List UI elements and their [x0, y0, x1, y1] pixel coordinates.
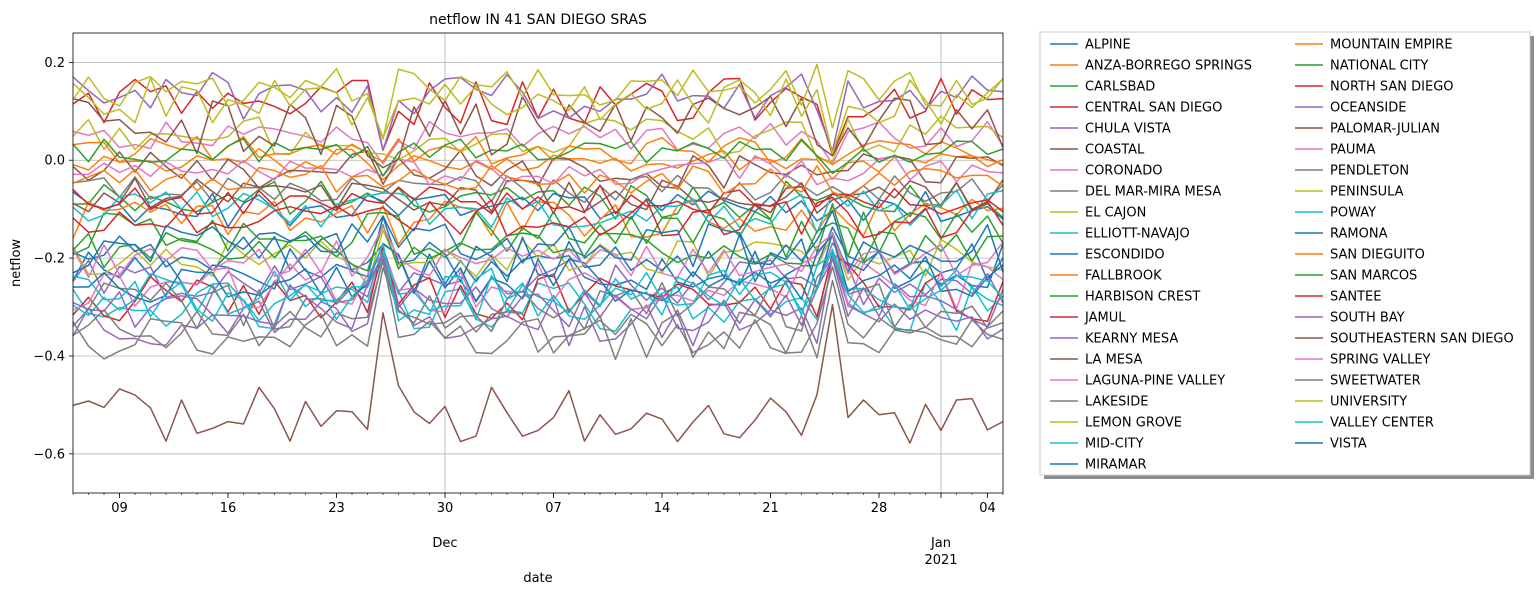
legend-label: ANZA-BORREGO SPRINGS [1085, 59, 1252, 74]
legend-label: SAN DIEGUITO [1330, 248, 1425, 263]
legend-label: ESCONDIDO [1085, 248, 1165, 263]
legend-label: COASTAL [1085, 143, 1145, 158]
series-line [72, 232, 1004, 313]
legend-label: FALLBROOK [1085, 269, 1162, 284]
legend-label: JAMUL [1084, 311, 1126, 326]
x-tick-sublabel: 2021 [924, 553, 957, 568]
series-line [72, 190, 1004, 228]
legend-label: CHULA VISTA [1085, 122, 1171, 137]
series-lines [72, 63, 1004, 444]
y-tick-label: −0.4 [33, 349, 65, 364]
x-tick-label: 04 [979, 501, 996, 516]
series-line [72, 242, 1004, 308]
legend-frame [1039, 31, 1531, 476]
x-tick-label: 23 [328, 501, 345, 516]
legend-label: SOUTH BAY [1330, 311, 1405, 326]
legend-label: RAMONA [1330, 227, 1388, 242]
legend-label: ELLIOTT-NAVAJO [1085, 227, 1190, 242]
series-line [72, 177, 1004, 215]
series-line [73, 155, 1004, 186]
x-tick-label: 14 [654, 501, 671, 516]
series-line [72, 196, 1004, 239]
legend-label: NORTH SAN DIEGO [1330, 80, 1454, 95]
series-line [72, 149, 1004, 189]
x-tick-label: Jan [930, 536, 951, 551]
series-line [72, 303, 1004, 444]
legend-label: LAGUNA-PINE VALLEY [1085, 374, 1225, 389]
y-tick-label: −0.2 [33, 252, 65, 267]
series-line [72, 137, 1004, 177]
series-line [72, 222, 1004, 272]
series-line [72, 245, 1004, 322]
legend-label: VALLEY CENTER [1330, 416, 1434, 431]
chart-title: netflow IN 41 SAN DIEGO SRAS [429, 12, 647, 28]
legend-items: ALPINE ANZA-BORREGO SPRINGS CARLSBAD CENTRA… [1050, 38, 1514, 473]
x-tick-label: 07 [545, 501, 562, 516]
legend-label: UNIVERSITY [1330, 395, 1407, 410]
series-line [72, 189, 1004, 234]
legend-label: PALOMAR-JULIAN [1330, 122, 1440, 137]
y-tick-label: 0.2 [44, 56, 65, 71]
series-line [72, 120, 1004, 165]
legend-label: CARLSBAD [1085, 80, 1155, 95]
series-line [72, 254, 1004, 332]
legend-label: MOUNTAIN EMPIRE [1330, 38, 1453, 53]
series-line [72, 184, 1004, 215]
legend-label: PENINSULA [1330, 185, 1404, 200]
legend-label: MIRAMAR [1085, 458, 1147, 473]
y-axis-label: netflow [9, 239, 24, 287]
legend-label: LEMON GROVE [1085, 416, 1182, 431]
series-line [72, 266, 1004, 361]
y-tick-label: −0.6 [33, 447, 65, 462]
legend-label: POWAY [1330, 206, 1376, 221]
x-tick-label: 28 [871, 501, 888, 516]
legend-label: SWEETWATER [1330, 374, 1421, 389]
legend-label: DEL MAR-MIRA MESA [1085, 185, 1221, 200]
x-tick-label: 16 [220, 501, 237, 516]
x-tick-label: Dec [432, 536, 457, 551]
series-line [72, 63, 1004, 140]
legend-label: KEARNY MESA [1085, 332, 1178, 347]
legend-label: CENTRAL SAN DIEGO [1085, 101, 1222, 116]
legend-label: ALPINE [1085, 38, 1131, 53]
legend-label: SOUTHEASTERN SAN DIEGO [1330, 332, 1514, 347]
legend-label: VISTA [1330, 437, 1367, 452]
series-line [72, 203, 1004, 258]
series-line [72, 259, 1004, 359]
x-tick-label: 09 [111, 501, 128, 516]
legend-label: HARBISON CREST [1085, 290, 1200, 305]
legend: ALPINE ANZA-BORREGO SPRINGS CARLSBAD CENTRA… [1039, 31, 1534, 479]
legend-label: MID-CITY [1085, 437, 1144, 452]
legend-label: CORONADO [1085, 164, 1162, 179]
series-line [72, 71, 1004, 152]
series-line [72, 77, 1004, 155]
legend-label: SPRING VALLEY [1330, 353, 1431, 368]
legend-label: SANTEE [1330, 290, 1381, 305]
series-line [72, 225, 1004, 279]
legend-label: PAUMA [1330, 143, 1376, 158]
y-axis: 0.2 0.0 −0.2 −0.4 −0.6 [33, 56, 73, 462]
x-tick-label: 30 [437, 501, 454, 516]
legend-label: PENDLETON [1330, 164, 1409, 179]
y-tick-label: 0.0 [44, 154, 65, 169]
x-tick-label: 21 [762, 501, 779, 516]
legend-label: LAKESIDE [1085, 395, 1148, 410]
series-line [72, 243, 1004, 322]
x-axis: 09 16 23 Dec 30 07 14 21 28 Jan 2021 04 [72, 493, 1004, 568]
x-axis-label: date [523, 571, 552, 586]
legend-label: SAN MARCOS [1330, 269, 1417, 284]
series-line [73, 234, 1004, 303]
series-line [72, 77, 1004, 156]
legend-label: OCEANSIDE [1330, 101, 1406, 116]
legend-label: LA MESA [1085, 353, 1142, 368]
legend-label: NATIONAL CITY [1330, 59, 1428, 74]
legend-label: EL CAJON [1085, 206, 1146, 221]
series-line [72, 209, 1004, 274]
series-line [72, 164, 1004, 200]
